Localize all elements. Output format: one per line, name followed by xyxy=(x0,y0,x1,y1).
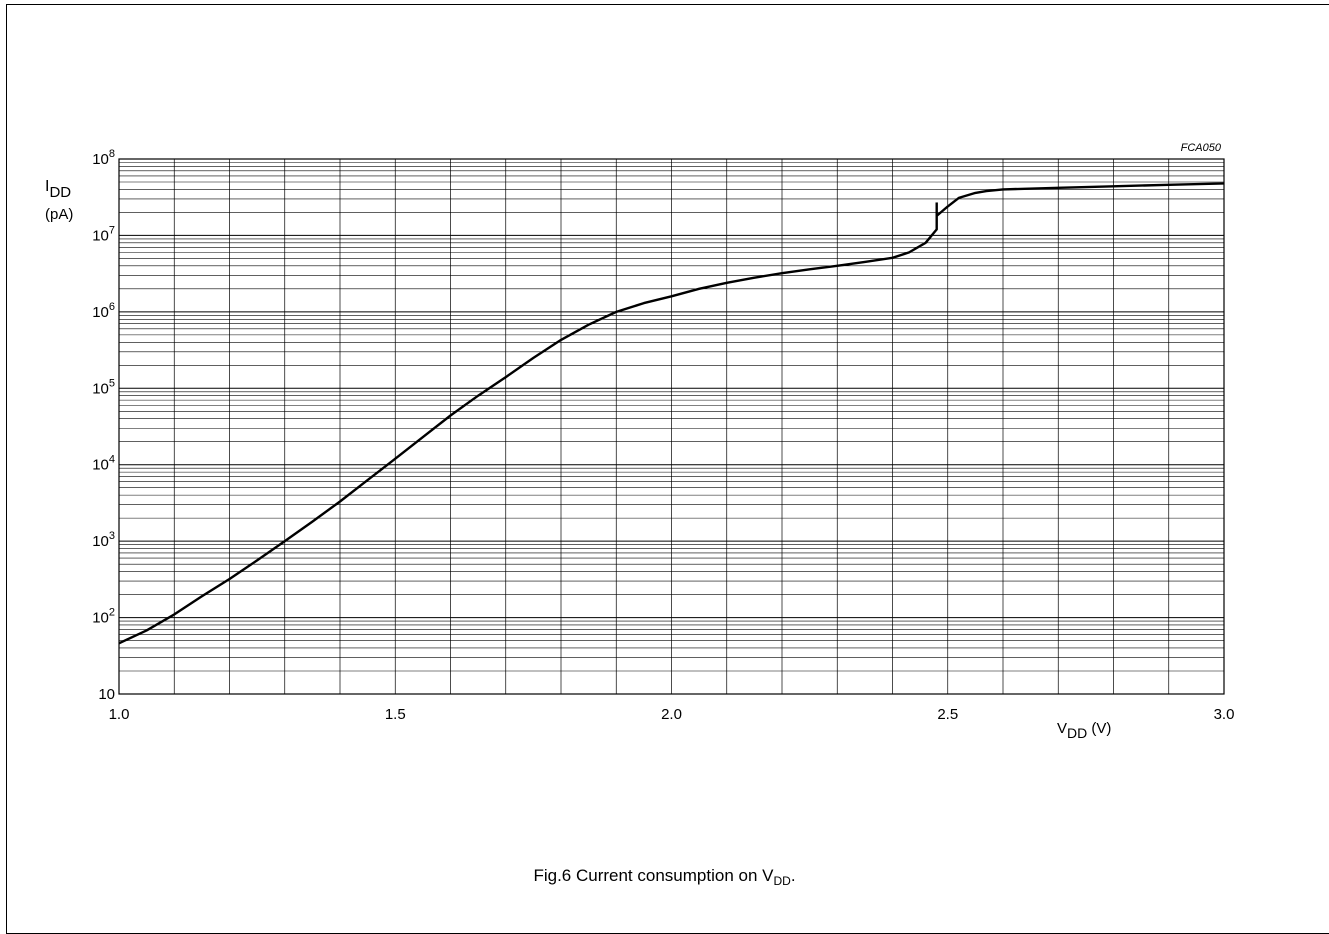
plot-area xyxy=(118,158,1225,695)
x-axis-label-unit: (V) xyxy=(1087,720,1111,737)
x-axis-label: VDD (V) xyxy=(1057,720,1111,741)
x-axis-label-sub: DD xyxy=(1067,725,1087,741)
x-axis-label-main: V xyxy=(1057,720,1067,737)
grid xyxy=(119,159,1224,694)
y-tick-label: 102 xyxy=(92,607,115,627)
y-axis-unit: (pA) xyxy=(45,206,73,223)
caption-sub: DD xyxy=(773,874,791,888)
y-tick-label: 10 xyxy=(98,686,115,703)
x-tick-label: 3.0 xyxy=(1214,706,1235,723)
caption-prefix: Fig.6 Current consumption on V xyxy=(533,866,774,885)
x-tick-label: 2.0 xyxy=(661,706,682,723)
x-tick-label: 2.5 xyxy=(937,706,958,723)
x-tick-label: 1.5 xyxy=(385,706,406,723)
figure-caption: Fig.6 Current consumption on VDD. xyxy=(0,866,1329,888)
figure-code: FCA050 xyxy=(1181,142,1222,154)
tick-labels: 1.0 1.5 2.0 2.5 3.0 10 102 103 104 105 106 107 108 xyxy=(92,148,1234,723)
series-layer xyxy=(118,182,1225,645)
y-tick-label: 104 xyxy=(92,454,115,474)
y-tick-label: 108 xyxy=(92,148,115,168)
y-axis-label-sub: DD xyxy=(49,184,71,201)
y-axis-label: IDD xyxy=(45,178,71,201)
y-tick-label: 105 xyxy=(92,377,115,397)
caption-suffix: . xyxy=(790,866,796,885)
y-tick-label: 106 xyxy=(92,301,115,321)
x-tick-label: 1.0 xyxy=(109,706,130,723)
y-tick-label: 103 xyxy=(92,530,115,550)
series-line xyxy=(118,182,1225,645)
y-tick-label: 107 xyxy=(92,224,115,244)
y-axis-label-main: I xyxy=(45,178,49,195)
